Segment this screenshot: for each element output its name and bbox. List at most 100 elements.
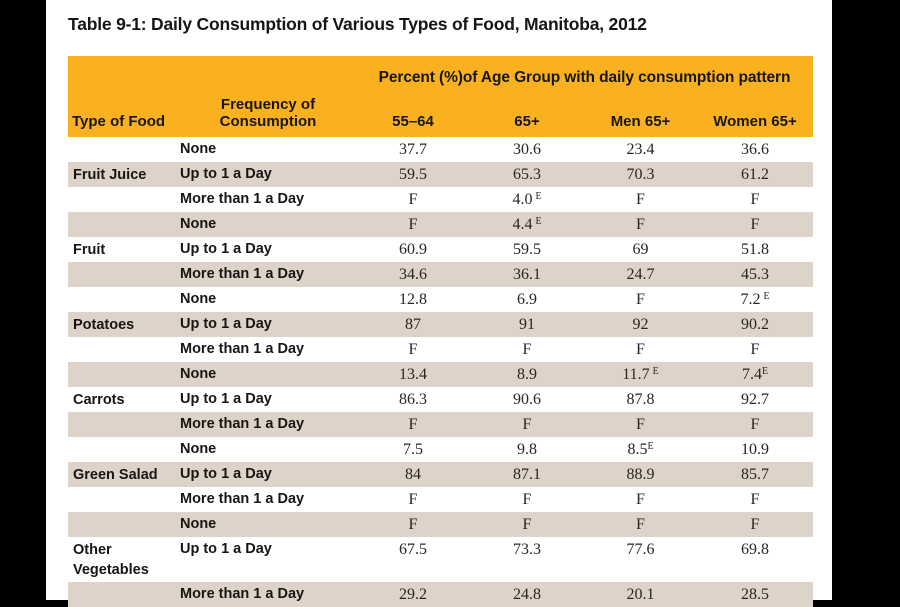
- value-cell: F: [408, 416, 418, 433]
- header-blank-cell: [68, 56, 356, 92]
- food-cell: [68, 337, 180, 362]
- value-cell: 28.5: [741, 586, 769, 603]
- value-cell: 6.9: [517, 291, 537, 308]
- estimate-flag: E: [763, 291, 770, 302]
- value-cell: 51.8: [741, 241, 769, 258]
- value-cell: 59.5: [399, 166, 427, 183]
- table-row: Fruit Up to 1 a Day 60.9 59.5 69 51.8: [68, 237, 813, 262]
- value-cell: F: [636, 216, 645, 233]
- value-cell: 30.6: [513, 141, 541, 158]
- value-cell: 92: [632, 316, 649, 333]
- frequency-cell: None: [180, 366, 217, 382]
- frequency-cell: More than 1 a Day: [180, 586, 305, 602]
- value-cell: 36.1: [513, 266, 541, 283]
- estimate-flag: E: [652, 366, 659, 377]
- frequency-cell: Up to 1 a Day: [180, 166, 272, 182]
- col-header-women-65plus: Women 65+: [697, 92, 813, 137]
- frequency-cell: More than 1 a Day: [180, 341, 305, 357]
- frequency-cell: None: [180, 441, 217, 457]
- value-cell: 9.8: [517, 441, 537, 458]
- value-cell: 23.4: [626, 141, 655, 158]
- value-cell: 29.2: [399, 586, 427, 603]
- value-cell: 13.4: [399, 366, 427, 383]
- food-cell: [68, 187, 180, 212]
- value-cell: F: [636, 416, 645, 433]
- value-cell: 69.8: [741, 541, 769, 558]
- value-cell: 87.1: [513, 466, 541, 483]
- table-row: Potatoes Up to 1 a Day 87 91 92 90.2: [68, 312, 813, 337]
- column-header-row: Type of Food Frequency of Consumption 55…: [68, 92, 813, 137]
- food-cell: Carrots: [73, 392, 125, 408]
- value-cell: 24.8: [513, 586, 541, 603]
- value-cell: 45.3: [741, 266, 769, 283]
- table-row: Fruit Juice Up to 1 a Day 59.5 65.3 70.3 61.2: [68, 162, 813, 187]
- value-cell: 85.7: [741, 466, 769, 483]
- value-cell: 77.6: [626, 541, 655, 558]
- table-row: None 13.4 8.9 11.7 E 7.4E: [68, 362, 813, 387]
- col-header-frequency-label: Frequency of Consumption: [219, 96, 317, 130]
- food-cell: [68, 212, 180, 237]
- table-row: None 7.5 9.8 8.5E 10.9: [68, 437, 813, 462]
- col-header-type-of-food: Type of Food: [68, 92, 180, 137]
- value-cell: F: [408, 216, 418, 233]
- food-cell: [68, 512, 180, 537]
- value-cell: F: [522, 491, 532, 508]
- table-row: None F 4.4 E F F: [68, 212, 813, 237]
- value-cell: 70.3: [626, 166, 655, 183]
- frequency-cell: Up to 1 a Day: [180, 316, 272, 332]
- table-row: More than 1 a Day F F F F: [68, 412, 813, 437]
- frequency-cell: More than 1 a Day: [180, 191, 305, 207]
- value-cell: F: [636, 291, 645, 308]
- value-cell: 34.6: [399, 266, 427, 283]
- frequency-cell: More than 1 a Day: [180, 416, 305, 432]
- value-cell: F: [408, 341, 418, 358]
- value-cell: 12.8: [399, 291, 427, 308]
- food-cell: Other Vegetables: [73, 542, 149, 578]
- consumption-table: Percent (%)of Age Group with daily consu…: [68, 56, 813, 607]
- col-header-men-65plus: Men 65+: [584, 92, 697, 137]
- value-cell: 90.2: [741, 316, 769, 333]
- col-header-55-64: 55–64: [356, 92, 470, 137]
- table-header: Percent (%)of Age Group with daily consu…: [68, 56, 813, 137]
- value-cell: F: [750, 416, 760, 433]
- value-cell: F: [636, 491, 645, 508]
- value-cell: 60.9: [399, 241, 427, 258]
- table-row: More than 1 a Day F F F F: [68, 487, 813, 512]
- col-header-65plus: 65+: [470, 92, 584, 137]
- value-cell: 36.6: [741, 141, 769, 158]
- value-cell: F: [750, 191, 760, 208]
- table-row: None 12.8 6.9 F 7.2 E: [68, 287, 813, 312]
- food-cell: [68, 362, 180, 387]
- value-cell: 8.5E: [627, 441, 654, 458]
- value-cell: 84: [405, 466, 421, 483]
- food-cell: [68, 262, 180, 287]
- table-body: None 37.7 30.6 23.4 36.6 Fruit Juice Up to 1 a…: [68, 137, 813, 607]
- value-cell: 20.1: [626, 586, 655, 603]
- value-cell: F: [750, 491, 760, 508]
- col-header-frequency: Frequency of Consumption: [180, 92, 356, 137]
- value-cell: F: [408, 516, 418, 533]
- food-cell: [68, 437, 180, 462]
- value-cell: 87.8: [626, 391, 655, 408]
- food-cell: [68, 582, 180, 607]
- value-cell: 8.9: [517, 366, 537, 383]
- value-cell: 86.3: [399, 391, 427, 408]
- span-header: Percent (%)of Age Group with daily consu…: [356, 56, 813, 92]
- table-title: Table 9-1: Daily Consumption of Various …: [68, 14, 647, 34]
- value-cell: 7.2 E: [740, 291, 770, 308]
- value-cell: F: [750, 216, 760, 233]
- food-cell: Fruit Juice: [73, 167, 147, 183]
- frequency-cell: Up to 1 a Day: [180, 391, 272, 407]
- table-row: More than 1 a Day 29.2 24.8 20.1 28.5: [68, 582, 813, 607]
- value-cell: 65.3: [513, 166, 541, 183]
- frequency-cell: None: [180, 141, 217, 157]
- value-cell: 69: [632, 241, 649, 258]
- value-cell: 7.5: [403, 441, 423, 458]
- value-cell: F: [522, 341, 532, 358]
- frequency-cell: Up to 1 a Day: [180, 466, 272, 482]
- value-cell: 10.9: [741, 441, 769, 458]
- table-row: More than 1 a Day F F F F: [68, 337, 813, 362]
- table-row: Green Salad Up to 1 a Day 84 87.1 88.9 85.7: [68, 462, 813, 487]
- value-cell: 7.4E: [741, 366, 769, 383]
